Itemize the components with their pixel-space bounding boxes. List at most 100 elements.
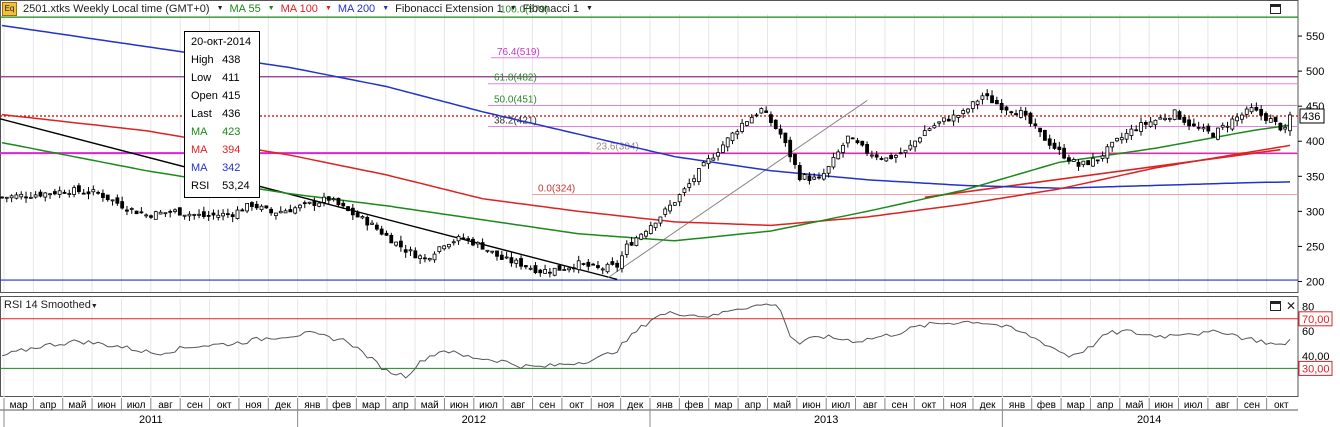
ma100-label[interactable]: MA 100	[280, 2, 318, 15]
maximize-rsi-panel-icon[interactable]	[1270, 301, 1281, 311]
candle-body	[115, 197, 120, 204]
candle-body	[644, 230, 648, 237]
candle-body	[937, 121, 942, 124]
candle-body	[408, 249, 413, 252]
candle-body	[1216, 127, 1220, 140]
candle-body	[1182, 116, 1187, 123]
candle-body	[932, 125, 937, 129]
fibonacci-level-label: 76.4(519)	[497, 47, 540, 58]
candle-body	[942, 117, 946, 122]
candle-body	[711, 157, 716, 161]
candle-body	[600, 268, 605, 271]
month-label: апр	[1097, 400, 1114, 411]
candle-body	[519, 258, 523, 267]
fibonacci-level-label: 0.0(324)	[538, 184, 575, 195]
candle-body	[403, 249, 408, 253]
info-row-open: Open 415	[191, 90, 241, 102]
candle-body	[725, 137, 730, 148]
candle-body	[672, 202, 677, 206]
candle-body	[764, 110, 769, 113]
candle-body	[288, 209, 293, 213]
candle-body	[418, 255, 423, 259]
chevron-down-icon[interactable]: ▼	[267, 5, 275, 12]
candle-body	[951, 114, 956, 122]
info-row-ma55: MA 423	[191, 126, 241, 138]
candle-body	[19, 193, 24, 198]
candle-body	[245, 203, 250, 212]
candle-body	[341, 202, 346, 207]
info-row-last: Last 436	[191, 108, 241, 120]
chevron-down-icon[interactable]: ▼	[509, 5, 517, 12]
candle-body	[134, 210, 139, 215]
candle-body	[1071, 159, 1076, 162]
candle-body	[182, 214, 187, 217]
candle-body	[480, 242, 485, 250]
candle-body	[485, 249, 490, 252]
month-label: июл	[1184, 400, 1203, 411]
rsi-title[interactable]: RSI 14 Smoothed▼	[4, 299, 98, 311]
price-tick-label: 250	[1306, 241, 1324, 253]
candle-body	[730, 132, 735, 142]
maximize-panel-icon[interactable]	[1270, 4, 1281, 14]
candle-body	[1023, 110, 1028, 116]
close-icon[interactable]: ✕	[1286, 299, 1297, 313]
candle-body	[14, 194, 19, 199]
year-label: 2012	[462, 414, 486, 426]
candle-body	[975, 100, 980, 105]
candle-body	[605, 263, 610, 273]
month-label: апр	[392, 400, 409, 411]
candle-body	[874, 154, 879, 158]
month-label: авг	[863, 400, 878, 411]
chevron-down-icon[interactable]: ▼	[324, 5, 332, 12]
fibonacci-label[interactable]: Fibonacci 1	[522, 2, 579, 15]
candle-body	[442, 245, 447, 250]
candle-body	[110, 199, 115, 202]
rsi-tick-label: 30,00	[1302, 363, 1330, 375]
symbol-label[interactable]: 2501.xtks Weekly Local time (GMT+0)	[23, 2, 210, 15]
candle-body	[831, 156, 836, 168]
candle-body	[850, 137, 855, 140]
candle-body	[398, 240, 403, 248]
candle-body	[576, 260, 581, 270]
equity-icon[interactable]: Eq	[2, 1, 17, 16]
ma200-label[interactable]: MA 200	[337, 2, 376, 15]
candle-body	[370, 222, 374, 225]
candle-body	[557, 265, 562, 271]
candle-body	[336, 197, 341, 206]
candle-body	[1177, 111, 1182, 120]
candle-body	[1230, 118, 1235, 130]
month-label: июн	[1155, 400, 1174, 411]
candle-body	[980, 95, 985, 100]
candle-body	[1220, 124, 1225, 128]
fib-extension-label[interactable]: Fibonacci Extension 1	[395, 2, 503, 15]
chevron-down-icon[interactable]: ▼	[585, 5, 593, 12]
candle-body	[543, 269, 547, 274]
rsi-level-box	[1298, 311, 1333, 327]
candle-body	[745, 121, 749, 126]
candle-body	[865, 144, 869, 154]
candle-body	[221, 212, 225, 217]
candle-body	[201, 211, 206, 217]
candle-body	[456, 236, 461, 242]
candle-body	[1167, 117, 1172, 120]
month-label: июл	[832, 400, 851, 411]
candle-body	[682, 188, 687, 193]
candle-body	[1033, 123, 1038, 126]
candle-body	[1163, 117, 1167, 120]
candle-body	[1187, 119, 1191, 127]
candle-body	[807, 175, 812, 181]
candle-body	[326, 196, 331, 201]
candle-body	[67, 193, 72, 195]
chevron-down-icon[interactable]: ▼	[216, 5, 224, 12]
chevron-down-icon[interactable]: ▼	[382, 5, 390, 12]
candle-body	[447, 244, 451, 248]
candle-body	[206, 215, 211, 217]
month-label: мар	[10, 400, 28, 411]
candle-body	[1139, 122, 1143, 132]
candle-body	[9, 195, 14, 199]
candle-body	[970, 101, 975, 109]
candle-body	[187, 213, 192, 217]
candle-body	[778, 128, 783, 135]
ma55-label[interactable]: MA 55	[229, 2, 261, 15]
candle-body	[173, 209, 177, 212]
